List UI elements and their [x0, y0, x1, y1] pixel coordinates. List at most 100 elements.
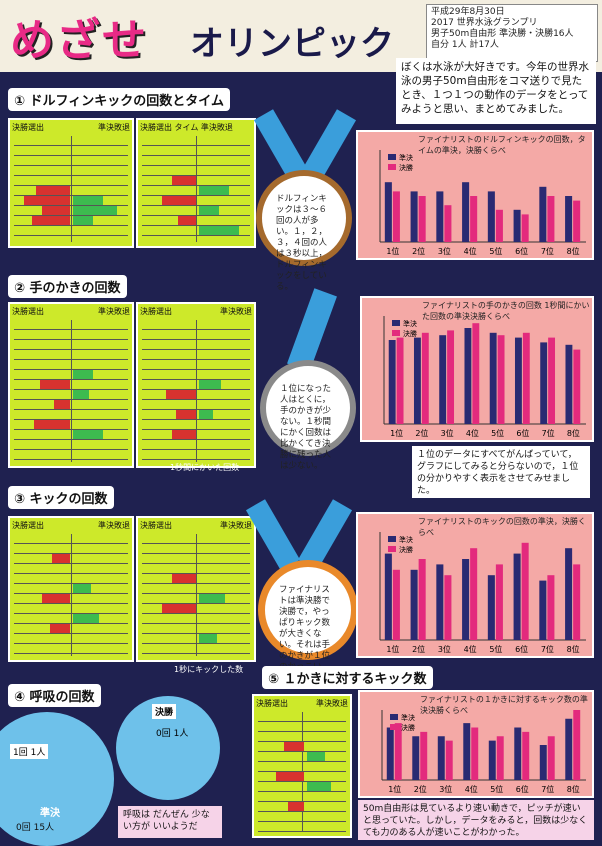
chart-bar — [573, 710, 581, 780]
panel-label: 準決敗退 — [220, 307, 252, 316]
panel-label: 決勝選出 — [12, 521, 44, 530]
chart-bar — [384, 182, 392, 242]
chart-bar — [418, 559, 426, 640]
panel-s2-left: 決勝選出 準決敗退 — [8, 302, 134, 468]
breath-label: 1回 1人 — [10, 744, 49, 759]
panel-label: 決勝選出 — [140, 521, 172, 530]
chart-bar — [410, 191, 418, 242]
section-5-title: ⑤ １かきに対するキック数 — [262, 666, 433, 689]
legend-swatch — [388, 164, 396, 170]
chart-2: ファイナリストの手のかきの回数 1秒間にかいた回数の準決決勝くらべ 1位 2位 3位… — [360, 296, 594, 442]
chart-bar — [489, 332, 497, 424]
chart-bar — [540, 342, 548, 424]
chart-bar — [539, 186, 547, 242]
x-tick-label: 2位 — [412, 644, 425, 654]
chart-bar — [384, 553, 392, 640]
legend-swatch — [392, 330, 400, 336]
panel-label: 決勝選出 — [256, 699, 288, 708]
chart-bar — [573, 564, 581, 640]
breath-title: 準決 — [40, 808, 60, 819]
medal-1: ドルフィンキックは３～６回の人が多い。１，２，３，４回の人は３秒以上，ドルフィン… — [256, 170, 352, 292]
x-tick-label: 7位 — [541, 644, 554, 654]
legend-swatch — [392, 320, 400, 326]
x-tick-label: 3位 — [438, 246, 451, 256]
legend-swatch — [388, 536, 396, 542]
chart-bar — [488, 740, 496, 780]
chart-bar — [439, 335, 447, 424]
chart-bar — [497, 335, 505, 424]
legend-label: 準決 — [399, 535, 413, 544]
chart-bar — [392, 569, 400, 640]
x-tick-label: 6位 — [516, 428, 529, 438]
chart-bar — [421, 332, 429, 424]
chart-bar — [487, 191, 495, 242]
x-tick-label: 8位 — [567, 246, 580, 256]
chart-bar — [547, 575, 555, 640]
panel-s1-right: 決勝選出 タイム 準決敗退 — [136, 118, 256, 248]
x-tick-label: 5位 — [491, 428, 504, 438]
x-tick-label: 6位 — [515, 644, 528, 654]
chart-2-svg: 1位 2位 3位 4位 5位 6位 7位 8位 準決決勝 — [383, 316, 586, 438]
x-tick-label: 7位 — [541, 784, 554, 794]
chart-bar — [444, 205, 452, 242]
x-tick-label: 3位 — [439, 784, 452, 794]
panel-label: 決勝選出 — [12, 123, 44, 132]
chart-bar — [487, 575, 495, 640]
x-tick-label: 8位 — [567, 784, 580, 794]
graph-note: １位のデータにすべてがんばっていて，グラフにしてみると分らないので，１位の分かり… — [412, 446, 590, 498]
x-tick-label: 8位 — [567, 644, 580, 654]
chart-bar — [437, 736, 445, 780]
breath-title: 決勝 — [152, 704, 177, 719]
chart-bar — [386, 727, 394, 780]
title-banner: めざせ オリンピック 平成29年8月30日 2017 世界水泳グランプリ 男子5… — [0, 0, 602, 72]
x-tick-label: 7位 — [542, 428, 555, 438]
chart-bar — [436, 191, 444, 242]
medal-3: ファイナリストは準決勝で決勝で，やっぱりキック数が大きくない。それは手のかきが１… — [258, 560, 358, 683]
chart-bar — [539, 580, 547, 640]
x-tick-label: 7位 — [541, 246, 554, 256]
x-tick-label: 5位 — [489, 246, 502, 256]
info-line: 男子50m自由形 準決勝・決勝16人 — [431, 29, 574, 39]
medal-2-text: １位になった人はとくに，手のかきが少ない。１秒間にかく回数は比かくてき決勝に残っ… — [280, 384, 332, 471]
chart-3: ファイナリストのキックの回数の準決，決勝くらべ 1位 2位 3位 4位 5位 6位 7位 8位… — [356, 512, 594, 658]
chart-3-title: ファイナリストのキックの回数の準決，決勝くらべ — [418, 517, 586, 537]
panel-title: 決勝選出 タイム 準決敗退 — [140, 123, 233, 132]
x-tick-label: 4位 — [466, 428, 479, 438]
chart-bar — [396, 337, 404, 424]
title-sub: オリンピック — [190, 24, 394, 64]
legend-label: 決勝 — [399, 545, 413, 554]
panel-s5: 決勝選出 準決敗退 — [252, 694, 352, 838]
chart-bar — [413, 337, 421, 424]
x-tick-label: 2位 — [415, 428, 428, 438]
breath-label: 0回 15人 — [16, 823, 55, 833]
chart-bar — [513, 209, 521, 242]
breath-label: 0回 1人 — [156, 729, 189, 739]
panel-label: 準決敗退 — [98, 521, 130, 530]
x-tick-label: 4位 — [464, 644, 477, 654]
chart-bar — [447, 330, 455, 424]
info-line: 自分 1人 計17人 — [431, 40, 499, 50]
chart-bar — [521, 542, 529, 640]
chart-bar — [444, 575, 452, 640]
chart-bar — [418, 196, 426, 242]
breath-note: 呼吸は だんぜん 少ない方が いいようだ — [118, 806, 222, 838]
chart-bar — [514, 337, 522, 424]
chart-4: ファイナリストの１かきに対するキック数の準決決勝くらべ 1位 2位 3位 4位 5位 6位… — [358, 690, 594, 798]
panel-label: 準決敗退 — [220, 521, 252, 530]
chart-bar — [410, 569, 418, 640]
chart-bar — [462, 559, 470, 640]
x-tick-label: 2位 — [414, 784, 427, 794]
legend-label: 決勝 — [399, 163, 413, 172]
chart-4-title: ファイナリストの１かきに対するキック数の準決決勝くらべ — [420, 695, 588, 715]
title-main: めざせ — [10, 15, 148, 66]
x-tick-label: 2位 — [412, 246, 425, 256]
x-tick-label: 1位 — [388, 784, 401, 794]
chart-bar — [445, 740, 453, 780]
chart-bar — [547, 736, 555, 780]
legend-label: 決勝 — [403, 329, 417, 338]
chart-1-svg: 1位 2位 3位 4位 5位 6位 7位 8位 準決決勝 — [379, 150, 586, 256]
panel-label: 決勝選出 — [12, 307, 44, 316]
chart-bar — [573, 349, 581, 424]
x-tick-label: 5位 — [490, 784, 503, 794]
x-tick-label: 4位 — [464, 246, 477, 256]
